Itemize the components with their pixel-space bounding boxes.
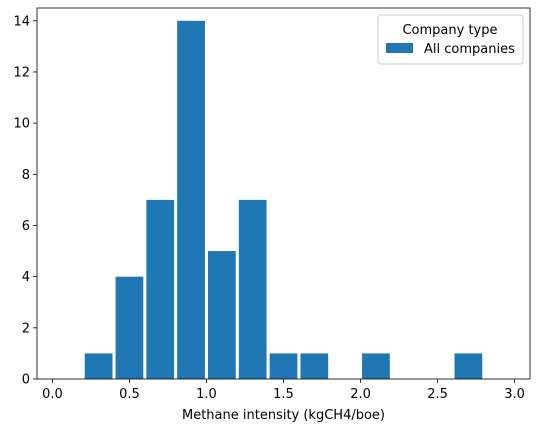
bar — [362, 353, 390, 379]
x-axis-label: Methane intensity (kgCH4/boe) — [182, 408, 385, 423]
x-axis-ticks: 0.0 0.5 1.0 1.5 2.0 2.5 3.0 — [42, 379, 525, 402]
legend-title: Company type — [402, 23, 497, 38]
legend: Company type All companies — [377, 14, 524, 65]
x-tick-label: 3.0 — [504, 387, 525, 402]
bar — [300, 353, 329, 379]
bar — [269, 353, 298, 379]
y-tick-label: 12 — [13, 65, 30, 80]
x-tick-label: 1.5 — [273, 387, 294, 402]
y-tick-label: 0 — [22, 373, 30, 388]
bar — [454, 353, 483, 379]
bar — [177, 20, 205, 380]
y-tick-label: 6 — [22, 219, 30, 234]
bar — [208, 251, 236, 379]
y-tick-label: 2 — [22, 321, 30, 336]
y-tick-label: 8 — [22, 168, 30, 183]
legend-box — [377, 14, 524, 65]
legend-swatch — [386, 43, 413, 53]
bars-group — [84, 20, 483, 380]
y-tick-label: 4 — [22, 270, 30, 285]
plot-frame — [36, 7, 531, 380]
x-tick-label: 0.0 — [42, 387, 63, 402]
y-tick-label: 10 — [13, 117, 30, 132]
y-tick-label: 14 — [13, 14, 30, 29]
legend-series-label: All companies — [424, 42, 515, 57]
x-tick-label: 0.5 — [119, 387, 140, 402]
bar — [115, 276, 144, 379]
x-tick-label: 2.0 — [350, 387, 371, 402]
x-tick-label: 2.5 — [427, 387, 448, 402]
bar — [84, 353, 113, 379]
y-axis-ticks: 0 2 4 6 8 10 12 14 — [13, 14, 37, 388]
x-tick-label: 1.0 — [196, 387, 217, 402]
bar — [146, 199, 175, 379]
bar — [238, 199, 267, 379]
